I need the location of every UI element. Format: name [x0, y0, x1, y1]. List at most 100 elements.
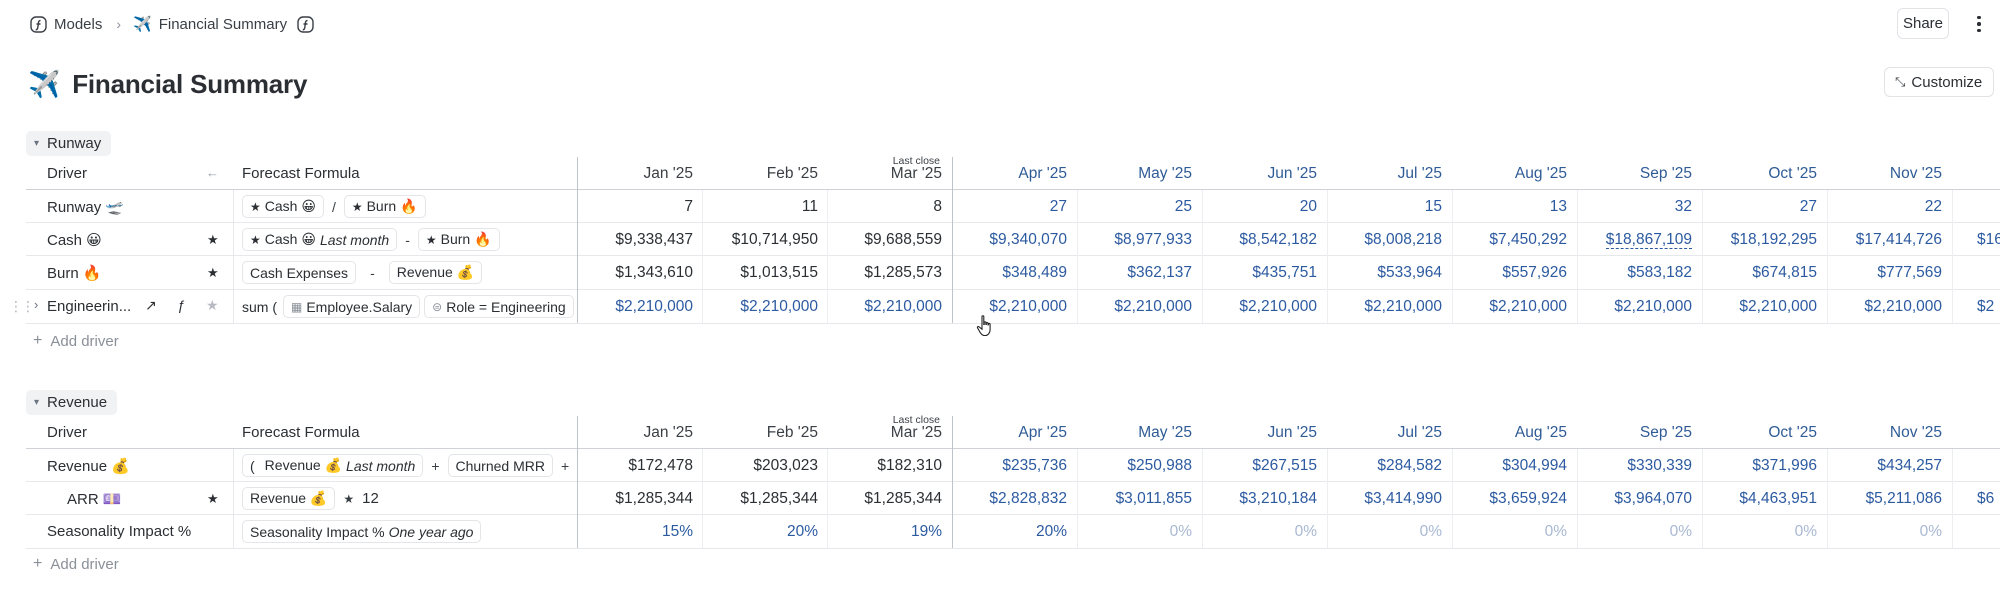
value-cell[interactable]: $1,343,610	[615, 264, 693, 281]
forecast-formula[interactable]: Cash Expenses - Revenue 💰	[242, 256, 483, 289]
section-toggle-runway[interactable]: ▾ Runway	[26, 131, 112, 156]
value-cell[interactable]: 8	[933, 198, 942, 215]
value-cell[interactable]: $1,285,344	[740, 490, 818, 507]
value-cell[interactable]: 15%	[661, 523, 693, 540]
value-cell[interactable]: $3,011,855	[1115, 490, 1192, 507]
value-cell[interactable]: 22	[1924, 198, 1942, 215]
driver-name[interactable]: Cash 😀	[47, 231, 102, 249]
value-cell[interactable]: 0%	[1169, 523, 1192, 540]
value-cell[interactable]: 0%	[1419, 523, 1442, 540]
value-cell[interactable]: $8,008,218	[1364, 231, 1442, 248]
value-cell[interactable]: 27	[1049, 198, 1067, 215]
forecast-formula[interactable]: Seasonality Impact % One year ago	[242, 515, 482, 548]
value-cell[interactable]: $304,994	[1502, 457, 1567, 474]
value-cell[interactable]: 27	[1799, 198, 1817, 215]
value-cell[interactable]: $435,751	[1252, 264, 1317, 281]
formula-fx-icon[interactable]: ƒ	[177, 297, 185, 313]
value-cell[interactable]: 25	[1174, 198, 1192, 215]
driver-name[interactable]: Runway 🛫	[47, 198, 125, 216]
value-cell[interactable]: $10,714,950	[731, 231, 818, 248]
value-cell[interactable]: 11	[801, 198, 818, 215]
value-cell[interactable]: $3,964,070	[1614, 490, 1692, 507]
driver-name[interactable]: Burn 🔥	[47, 264, 102, 282]
value-cell[interactable]: $2,210,000	[1114, 298, 1192, 315]
value-cell[interactable]: $18,192,295	[1730, 231, 1817, 248]
value-cell[interactable]: $250,988	[1127, 457, 1192, 474]
value-cell[interactable]: $18,867,109	[1572, 231, 1692, 249]
value-cell[interactable]: $8,977,933	[1114, 231, 1192, 248]
formula-token[interactable]: Cash Expenses	[242, 261, 357, 284]
driver-name[interactable]: Engineerin...	[47, 298, 132, 315]
value-cell[interactable]: $3,414,990	[1364, 490, 1442, 507]
value-cell[interactable]: 20%	[1035, 523, 1067, 540]
value-cell[interactable]: $182,310	[877, 457, 942, 474]
value-cell[interactable]: $17,414,726	[1855, 231, 1942, 248]
formula-token[interactable]: ★ Cash 😀 Last month	[242, 228, 398, 251]
value-cell[interactable]: $9,338,437	[615, 231, 693, 248]
value-cell[interactable]: $3,210,184	[1239, 490, 1317, 507]
value-cell[interactable]: $348,489	[1002, 264, 1067, 281]
value-cell[interactable]: $2,210,000	[740, 298, 818, 315]
driver-name[interactable]: ARR 💷	[67, 490, 122, 508]
value-cell-clipped[interactable]: $16	[1977, 231, 2000, 248]
formula-token[interactable]: ★ Burn 🔥	[343, 195, 426, 218]
formula-token[interactable]: ★ Cash 😀	[242, 195, 324, 218]
value-cell[interactable]: $8,542,182	[1239, 231, 1317, 248]
formula-token[interactable]: ⊜ Role = Engineering	[424, 295, 574, 318]
star-outline-icon[interactable]: ★	[206, 297, 219, 313]
collapse-left-icon[interactable]: ←	[206, 165, 219, 180]
value-cell[interactable]: 19%	[910, 523, 942, 540]
value-cell[interactable]: $674,815	[1752, 264, 1817, 281]
value-cell[interactable]: $583,182	[1627, 264, 1692, 281]
value-cell[interactable]: $777,569	[1877, 264, 1942, 281]
value-cell[interactable]: $2,210,000	[1489, 298, 1567, 315]
value-cell[interactable]: 13	[1549, 198, 1567, 215]
driver-name[interactable]: Revenue 💰	[47, 457, 130, 475]
forecast-formula[interactable]: ★ Cash 😀 / ★ Burn 🔥	[242, 190, 426, 223]
value-cell[interactable]: 15	[1424, 198, 1442, 215]
value-cell[interactable]: 0%	[1294, 523, 1317, 540]
value-cell[interactable]: $1,013,515	[740, 264, 818, 281]
value-cell[interactable]: $2,210,000	[1364, 298, 1442, 315]
value-cell[interactable]: $284,582	[1377, 457, 1442, 474]
forecast-formula[interactable]: sum ( ▦ Employee.Salary ⊜ Role = Engineeri…	[242, 290, 574, 323]
breadcrumb-models-link[interactable]: Models	[54, 15, 103, 33]
value-cell[interactable]: 0%	[1669, 523, 1692, 540]
add-driver-button[interactable]: + Add driver	[33, 553, 119, 575]
value-cell[interactable]: $172,478	[628, 457, 693, 474]
formula-token[interactable]: Revenue 💰	[242, 487, 336, 510]
value-cell[interactable]: $2,210,000	[864, 298, 942, 315]
customize-button[interactable]: ⤡ Customize	[1884, 67, 1994, 97]
value-cell[interactable]: $2,210,000	[989, 298, 1067, 315]
chevron-right-icon[interactable]: ›	[34, 297, 39, 312]
formula-icon[interactable]	[297, 15, 314, 33]
formula-token[interactable]: (Revenue 💰 Last month	[242, 454, 424, 477]
formula-token[interactable]: Churned MRR	[447, 454, 553, 477]
value-cell[interactable]: $2,210,000	[1239, 298, 1317, 315]
value-cell[interactable]: $3,659,924	[1489, 490, 1567, 507]
value-cell[interactable]: 0%	[1544, 523, 1567, 540]
value-cell[interactable]: $533,964	[1377, 264, 1442, 281]
star-icon[interactable]: ★	[207, 491, 219, 506]
value-cell[interactable]: 32	[1674, 198, 1692, 215]
value-cell[interactable]: $1,285,344	[864, 490, 942, 507]
formula-token[interactable]: ★ Burn 🔥	[417, 228, 500, 251]
star-icon[interactable]: ★	[207, 232, 219, 247]
value-cell[interactable]: $2,210,000	[615, 298, 693, 315]
value-cell[interactable]: 0%	[1919, 523, 1942, 540]
share-button[interactable]: Share	[1897, 8, 1949, 39]
forecast-formula[interactable]: (Revenue 💰 Last month + Churned MRR +	[242, 449, 576, 482]
forecast-formula[interactable]: ★ Cash 😀 Last month - ★ Burn 🔥	[242, 223, 500, 256]
formula-token[interactable]: Revenue 💰	[388, 261, 483, 284]
section-toggle-revenue[interactable]: ▾ Revenue	[26, 390, 118, 415]
add-driver-button[interactable]: + Add driver	[33, 330, 119, 352]
value-cell[interactable]: $2,210,000	[1864, 298, 1942, 315]
value-cell[interactable]: 0%	[1794, 523, 1817, 540]
formula-token[interactable]: Seasonality Impact % One year ago	[242, 520, 482, 543]
value-cell[interactable]: $2,210,000	[1739, 298, 1817, 315]
breadcrumb-current[interactable]: Financial Summary	[158, 15, 288, 33]
value-cell[interactable]: $1,285,344	[615, 490, 693, 507]
value-cell[interactable]: $4,463,951	[1739, 490, 1817, 507]
value-cell[interactable]: $2,828,832	[989, 490, 1067, 507]
value-cell[interactable]: $371,996	[1752, 457, 1817, 474]
